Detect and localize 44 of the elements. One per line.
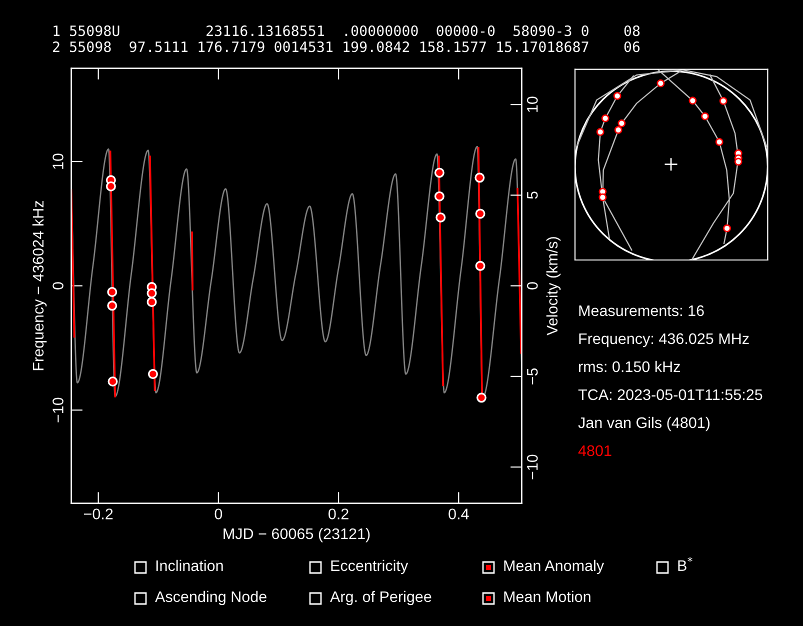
text: Mean Anomaly <box>504 560 604 574</box>
point <box>475 260 486 271</box>
text: 2 55098 97.5111 176.7179 0014531 199.0842 158.1577 15.17018687 06 <box>53 41 640 52</box>
point <box>475 208 486 219</box>
text: B$^{*}$ <box>678 557 692 571</box>
point <box>106 181 116 192</box>
y2-tick-label: −10 <box>526 454 538 480</box>
point <box>434 191 444 202</box>
text: 1 55098U 23116.13168551 .00000000 00000-0 58090-3 0 08 <box>54 25 640 36</box>
point <box>107 300 118 311</box>
x-tick-label: 0.2 <box>328 508 348 520</box>
x-tick-label: −0.2 <box>84 508 113 520</box>
point <box>108 376 118 386</box>
x-tick-label: 0 <box>214 508 222 520</box>
text: Ascending Node <box>155 590 266 606</box>
text: rms: 0.150 kHz <box>579 360 680 372</box>
point <box>476 392 486 403</box>
text: Frequency: 436.025 MHz <box>579 333 749 348</box>
text: Eccentricity <box>331 560 408 574</box>
y-tick-label: 0 <box>52 282 64 290</box>
text: Arg. of Perigee <box>330 590 432 606</box>
point <box>146 288 157 298</box>
y2-tick-label: 5 <box>527 192 538 199</box>
text: Inclination <box>156 560 223 572</box>
text: Mean Motion <box>504 590 590 602</box>
text: TCA: 2023-05-01T11:55:25 <box>578 389 762 400</box>
y2-tick-label: −5 <box>527 368 538 384</box>
point <box>434 168 444 178</box>
y-tick-label: −10 <box>52 398 64 422</box>
y2-axis-title: Velocity (km/s) <box>546 237 561 336</box>
y-axis-title: Frequency − 436024 kHz <box>32 200 47 370</box>
x-tick-label: 0.4 <box>448 508 469 520</box>
y2-tick-label: 10 <box>526 96 538 112</box>
x-axis-title: MJD − 60065 (23121) <box>224 528 370 542</box>
point <box>107 287 118 298</box>
point <box>148 369 158 380</box>
point <box>146 296 157 307</box>
point <box>436 212 446 222</box>
text: Measurements: 16 <box>579 305 704 316</box>
y2-tick-label: 0 <box>526 282 538 290</box>
text: 4801 <box>578 445 612 456</box>
text: Jan van Gils (4801) <box>578 416 710 432</box>
point <box>474 172 485 183</box>
y-tick-label: 10 <box>52 154 64 169</box>
